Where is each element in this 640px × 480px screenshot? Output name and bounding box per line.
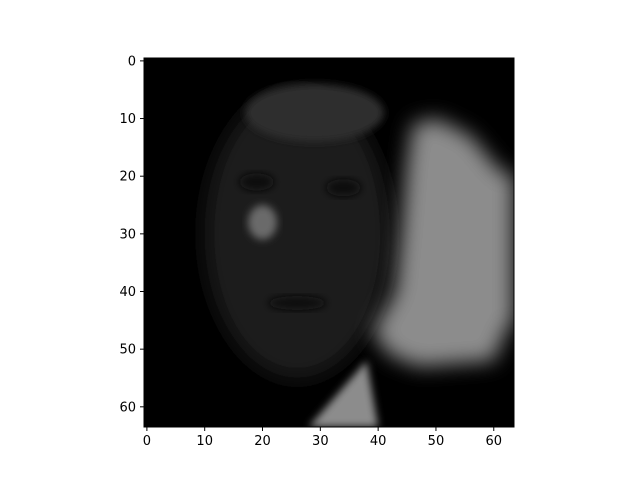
hair-top-region [245,83,384,142]
y-tick-label: 30 [119,227,136,242]
x-tick-label: 20 [254,434,271,449]
mouth-region [268,296,327,310]
x-tick-label: 50 [428,434,445,449]
x-axis: 0 10 20 30 40 50 60 [143,427,502,449]
y-tick-label: 20 [119,170,136,185]
y-tick-label: 0 [128,54,136,69]
x-tick-label: 30 [312,434,329,449]
x-tick-label: 60 [485,434,502,449]
x-tick-label: 10 [196,434,213,449]
left-eye-region [239,173,275,191]
y-tick-label: 50 [119,343,136,358]
image-regions [204,83,514,427]
cheek-highlight-region [248,205,277,240]
right-eye-region [326,179,361,197]
collar-region [308,360,379,427]
x-tick-label: 40 [370,434,387,449]
y-tick-label: 60 [119,400,136,415]
head-region [204,89,390,378]
plot-frame [143,57,515,428]
image-heatmap [144,58,514,427]
y-axis: 0 10 20 30 40 50 60 [119,54,144,415]
y-tick-label: 40 [119,285,136,300]
y-tick-label: 10 [119,112,136,127]
x-tick-label: 0 [143,434,151,449]
background-shape-region [372,118,514,367]
